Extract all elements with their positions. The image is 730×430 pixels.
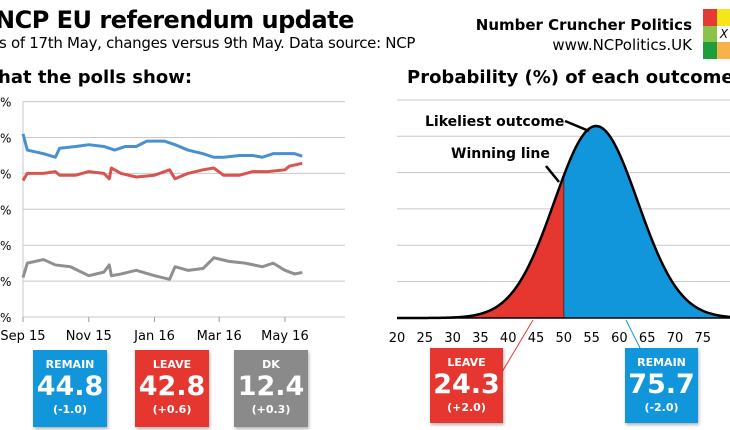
logo-url: www.NCPolitics.UK — [552, 36, 692, 54]
logo-cell — [703, 25, 717, 43]
x-tick-label: 55 — [583, 331, 600, 346]
logo-cell — [717, 42, 730, 59]
x-tick-label: 60 — [611, 331, 628, 346]
dk-poll-box: DK 12.4 (+0.3) — [234, 350, 308, 427]
leave-probability-area — [397, 175, 564, 318]
box-change: (+0.3) — [251, 403, 291, 416]
remain-probability-area — [563, 126, 730, 318]
x-tick-label: Jan 16 — [133, 329, 175, 344]
x-tick-label: 45 — [528, 331, 545, 346]
box-value: 24.3 — [433, 369, 500, 400]
logo-icon: X — [703, 9, 730, 59]
box-change: (+0.6) — [152, 403, 192, 416]
logo-name: Number Cruncher Politics — [475, 16, 692, 34]
box-label: DK — [262, 358, 280, 371]
x-tick-label: 75 — [695, 331, 712, 346]
leave-outcome-box: LEAVE 24.3 (+2.0) — [430, 348, 503, 423]
x-tick-label: May 16 — [261, 329, 309, 344]
y-tick-label: % — [0, 275, 11, 289]
x-tick-label: 30 — [444, 331, 461, 346]
likeliest-outcome-annotation: Likeliest outcome — [425, 114, 564, 130]
subtitle: s of 17th May, changes versus 9th May. D… — [0, 34, 416, 52]
x-tick-label: 50 — [556, 331, 573, 346]
remain-outcome-box: REMAIN 75.7 (-2.0) — [625, 348, 698, 423]
box-label: LEAVE — [447, 356, 486, 369]
remain-leader-line — [625, 319, 642, 351]
x-tick-label: Nov 15 — [66, 329, 112, 344]
logo-cell — [703, 9, 717, 26]
x-tick-label: 65 — [639, 331, 656, 346]
box-label: REMAIN — [45, 358, 95, 371]
polls-chart-title: hat the polls show: — [0, 67, 193, 88]
winning-line-annotation: Winning line — [451, 146, 550, 162]
likeliest-outcome-arrow — [564, 119, 590, 133]
probability-chart-title: Probability (%) of each outcome: — [407, 67, 730, 88]
box-change: (-2.0) — [644, 401, 679, 414]
y-tick-label: % — [0, 311, 11, 325]
dk-series-line — [21, 256, 303, 281]
box-value: 42.8 — [138, 371, 206, 402]
leave-leader-line — [501, 319, 534, 373]
y-tick-label: % — [0, 132, 11, 146]
y-tick-label: % — [0, 167, 11, 181]
box-label: LEAVE — [152, 358, 192, 371]
remain-poll-box: REMAIN 44.8 (-1.0) — [33, 350, 107, 427]
y-tick-label: % — [0, 96, 11, 110]
leave-series-line — [21, 161, 303, 182]
logo-cell — [703, 42, 717, 59]
winning-line-arrow — [545, 165, 560, 183]
y-tick-label: % — [0, 239, 11, 253]
x-tick-label: 35 — [472, 331, 489, 346]
x-tick-label: Mar 16 — [197, 329, 242, 344]
x-tick-label: 25 — [417, 331, 434, 346]
box-change: (-1.0) — [52, 403, 88, 416]
box-value: 44.8 — [36, 371, 104, 402]
box-label: REMAIN — [637, 356, 686, 369]
x-tick-label: 70 — [667, 331, 684, 346]
x-tick-label: Sep 15 — [0, 329, 45, 344]
remain-series-line — [21, 133, 303, 159]
x-tick-label: 40 — [500, 331, 517, 346]
box-change: (+2.0) — [447, 401, 486, 414]
x-tick-label: 20 — [389, 331, 406, 346]
y-tick-label: % — [0, 203, 11, 217]
page-title: NCP EU referendum update — [0, 6, 354, 34]
logo-cell — [717, 9, 730, 26]
logo-cell: X — [717, 25, 730, 43]
box-value: 75.7 — [628, 369, 695, 400]
leave-poll-box: LEAVE 42.8 (+0.6) — [135, 350, 209, 427]
box-value: 12.4 — [237, 371, 305, 402]
